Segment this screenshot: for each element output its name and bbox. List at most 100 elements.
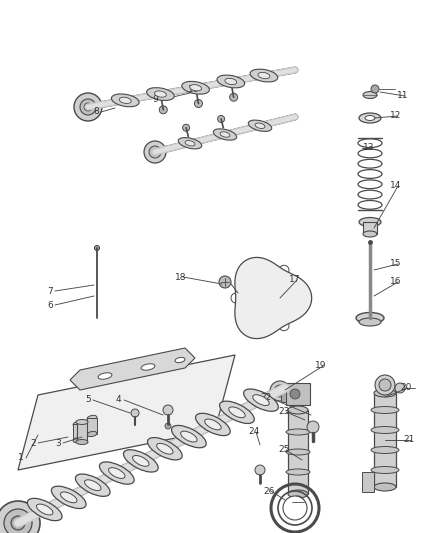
Circle shape	[274, 385, 286, 397]
Ellipse shape	[286, 449, 310, 455]
Ellipse shape	[133, 456, 149, 466]
Circle shape	[131, 409, 139, 417]
Ellipse shape	[258, 72, 270, 79]
Ellipse shape	[229, 407, 245, 418]
Polygon shape	[18, 355, 235, 470]
Ellipse shape	[363, 92, 377, 99]
Circle shape	[74, 93, 102, 121]
Text: 13: 13	[363, 143, 374, 152]
Ellipse shape	[286, 469, 310, 475]
Text: 19: 19	[315, 361, 326, 370]
Ellipse shape	[75, 474, 110, 496]
Ellipse shape	[217, 75, 245, 88]
Ellipse shape	[356, 312, 384, 324]
Ellipse shape	[76, 440, 88, 445]
Circle shape	[395, 383, 405, 393]
Polygon shape	[363, 222, 377, 234]
Ellipse shape	[365, 116, 375, 120]
Text: 26: 26	[263, 487, 274, 496]
Text: 7: 7	[47, 287, 53, 295]
Circle shape	[255, 465, 265, 475]
Ellipse shape	[109, 467, 125, 479]
Ellipse shape	[244, 389, 278, 411]
Ellipse shape	[286, 429, 310, 435]
Ellipse shape	[27, 498, 62, 521]
Ellipse shape	[180, 431, 197, 442]
Ellipse shape	[157, 443, 173, 454]
Text: 12: 12	[390, 111, 401, 120]
Ellipse shape	[141, 364, 155, 370]
Text: 14: 14	[390, 182, 401, 190]
Ellipse shape	[76, 419, 88, 424]
Ellipse shape	[85, 480, 101, 490]
Text: 9: 9	[152, 95, 158, 104]
Ellipse shape	[371, 426, 399, 433]
Polygon shape	[281, 386, 286, 402]
Polygon shape	[235, 257, 312, 338]
Polygon shape	[70, 348, 195, 390]
Ellipse shape	[220, 132, 230, 137]
Text: 3: 3	[55, 439, 61, 448]
Circle shape	[15, 520, 21, 526]
Circle shape	[159, 106, 167, 114]
Polygon shape	[286, 383, 310, 405]
Text: 10: 10	[188, 85, 199, 93]
Ellipse shape	[175, 357, 185, 362]
Text: 25: 25	[278, 446, 290, 455]
Ellipse shape	[196, 413, 230, 435]
Ellipse shape	[371, 447, 399, 454]
Text: 18: 18	[175, 272, 187, 281]
Ellipse shape	[374, 483, 396, 491]
Text: 16: 16	[390, 278, 402, 287]
Ellipse shape	[87, 431, 97, 437]
Circle shape	[292, 496, 304, 508]
Text: 4: 4	[116, 395, 122, 405]
Circle shape	[165, 423, 171, 429]
Text: 8: 8	[93, 108, 99, 117]
Ellipse shape	[51, 486, 86, 508]
Circle shape	[194, 100, 202, 108]
Circle shape	[290, 389, 300, 399]
Circle shape	[163, 405, 173, 415]
Ellipse shape	[73, 422, 83, 426]
Polygon shape	[77, 422, 87, 442]
Circle shape	[279, 321, 289, 330]
Circle shape	[371, 85, 379, 93]
Text: 22: 22	[260, 392, 271, 401]
Text: 20: 20	[400, 384, 411, 392]
Text: 2: 2	[30, 439, 35, 448]
Ellipse shape	[148, 438, 182, 460]
Ellipse shape	[98, 373, 112, 379]
Circle shape	[11, 516, 25, 530]
Ellipse shape	[147, 87, 174, 100]
Polygon shape	[87, 418, 97, 434]
Circle shape	[144, 141, 166, 163]
Ellipse shape	[190, 85, 201, 91]
Ellipse shape	[219, 401, 254, 423]
Ellipse shape	[371, 466, 399, 473]
Ellipse shape	[124, 450, 158, 472]
Circle shape	[307, 421, 319, 433]
Polygon shape	[374, 393, 396, 487]
Ellipse shape	[371, 407, 399, 414]
Text: 23: 23	[278, 408, 290, 416]
Ellipse shape	[205, 419, 221, 430]
Circle shape	[218, 116, 225, 123]
Circle shape	[379, 379, 391, 391]
Polygon shape	[288, 410, 308, 494]
Circle shape	[4, 509, 32, 533]
Ellipse shape	[253, 395, 269, 406]
Circle shape	[183, 124, 190, 131]
Circle shape	[84, 103, 92, 111]
Ellipse shape	[87, 415, 97, 421]
Ellipse shape	[359, 113, 381, 123]
Ellipse shape	[60, 492, 77, 503]
Circle shape	[95, 246, 99, 251]
Circle shape	[279, 265, 289, 275]
Ellipse shape	[36, 504, 53, 515]
Circle shape	[80, 99, 96, 115]
Ellipse shape	[359, 217, 381, 227]
Ellipse shape	[172, 425, 206, 448]
Ellipse shape	[288, 406, 308, 414]
Ellipse shape	[111, 94, 139, 107]
